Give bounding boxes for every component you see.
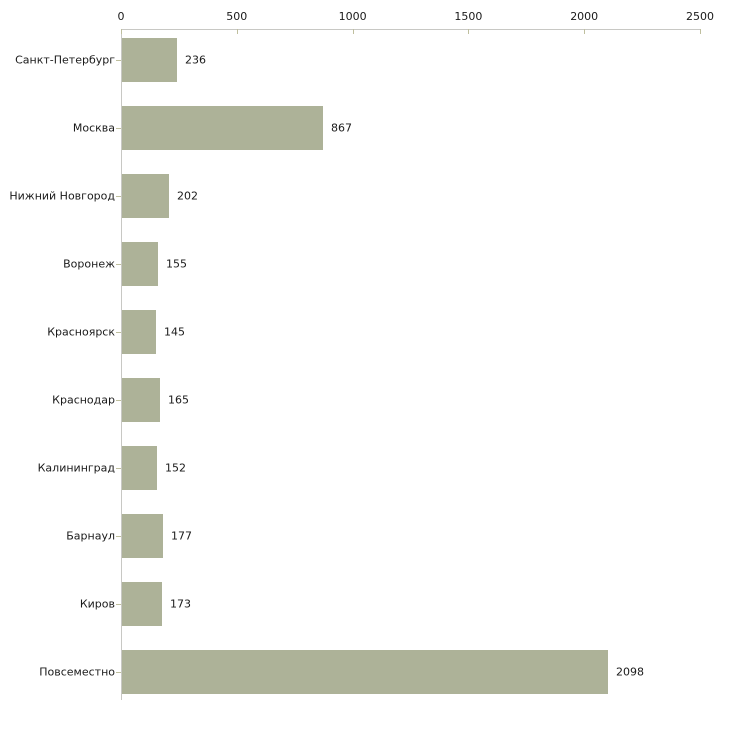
value-label: 165 bbox=[168, 393, 189, 407]
category-label: Барнаул bbox=[66, 529, 115, 543]
x-tick-mark bbox=[352, 29, 354, 34]
value-label: 152 bbox=[165, 461, 186, 475]
bar bbox=[122, 106, 323, 150]
x-tick-mark bbox=[236, 29, 238, 34]
category-label: Санкт-Петербург bbox=[15, 53, 115, 67]
category-label: Воронеж bbox=[63, 257, 115, 271]
y-tick-mark bbox=[116, 128, 121, 129]
category-label: Москва bbox=[72, 121, 115, 135]
x-tick-mark bbox=[700, 29, 701, 34]
y-tick-mark bbox=[116, 196, 121, 197]
x-tick-mark bbox=[468, 29, 470, 34]
bar bbox=[122, 446, 157, 490]
value-label: 177 bbox=[171, 529, 192, 543]
value-label: 867 bbox=[331, 121, 352, 135]
category-label: Красноярск bbox=[47, 325, 115, 339]
value-label: 173 bbox=[170, 597, 191, 611]
y-tick-mark bbox=[116, 400, 121, 401]
y-tick-mark bbox=[116, 672, 121, 673]
y-tick-mark bbox=[116, 332, 121, 333]
bar bbox=[122, 38, 177, 82]
category-label: Повсеместно bbox=[39, 665, 115, 679]
bar bbox=[122, 378, 160, 422]
value-label: 2098 bbox=[616, 665, 644, 679]
y-tick-mark bbox=[116, 60, 121, 61]
y-tick-mark bbox=[116, 604, 121, 605]
x-tick-label: 2500 bbox=[686, 10, 714, 23]
category-label: Киров bbox=[79, 597, 115, 611]
bar bbox=[122, 174, 169, 218]
x-tick-label: 1500 bbox=[454, 10, 483, 23]
bar bbox=[122, 650, 608, 694]
bar bbox=[122, 514, 163, 558]
x-tick-label: 500 bbox=[226, 10, 248, 23]
x-tick-mark bbox=[121, 29, 122, 34]
y-axis-line bbox=[121, 29, 122, 700]
category-label: Калининград bbox=[37, 461, 115, 475]
bar bbox=[122, 582, 162, 626]
bar bbox=[122, 310, 156, 354]
x-tick-label: 1000 bbox=[338, 10, 367, 23]
value-label: 236 bbox=[185, 53, 206, 67]
x-tick-mark bbox=[584, 29, 586, 34]
value-label: 145 bbox=[164, 325, 185, 339]
category-label: Нижний Новгород bbox=[9, 189, 115, 203]
category-label: Краснодар bbox=[52, 393, 115, 407]
bar bbox=[122, 242, 158, 286]
y-tick-mark bbox=[116, 536, 121, 537]
y-tick-mark bbox=[116, 264, 121, 265]
value-label: 155 bbox=[166, 257, 187, 271]
value-label: 202 bbox=[177, 189, 198, 203]
y-tick-mark bbox=[116, 468, 121, 469]
x-axis-line bbox=[121, 29, 700, 30]
x-tick-label: 0 bbox=[117, 10, 125, 23]
x-tick-label: 2000 bbox=[570, 10, 599, 23]
